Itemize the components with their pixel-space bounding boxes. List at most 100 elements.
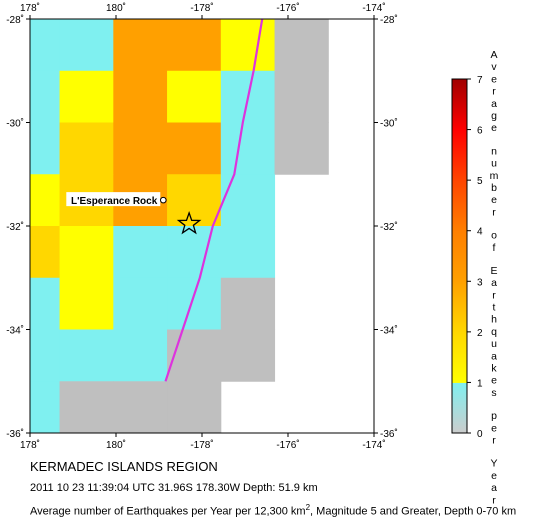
legend-title-char: a <box>491 350 497 362</box>
grid-cell <box>113 19 168 72</box>
trench-line <box>164 18 264 382</box>
legend-title-char: o <box>491 230 497 242</box>
legend-title-char: e <box>491 470 497 482</box>
lat-label-left: -28˚ <box>6 14 24 26</box>
map-footnote: Average number of Earthquakes per Year p… <box>30 503 516 518</box>
legend-band <box>452 230 467 282</box>
legend-title-char: u <box>491 158 497 170</box>
legend-title-char: h <box>491 314 497 326</box>
legend-band <box>452 331 467 383</box>
lat-label-right: -36˚ <box>380 428 398 440</box>
grid-cell <box>220 329 276 382</box>
legend-title-char: E <box>490 265 497 277</box>
legend-tick-label: 5 <box>477 176 483 187</box>
lon-label-bottom: -178˚ <box>190 439 213 451</box>
legend-tick-label: 3 <box>477 277 483 288</box>
legend-title-char: k <box>491 363 497 375</box>
grid-cell <box>167 329 222 382</box>
grid-cell <box>274 70 329 123</box>
legend-title-char: a <box>491 277 497 289</box>
lat-label-left: -30˚ <box>6 118 24 130</box>
legend-band <box>452 382 467 434</box>
legend-title-char: e <box>491 194 497 206</box>
legend-title-char: r <box>492 494 496 506</box>
frame-mask-right <box>374 0 404 460</box>
legend-band <box>452 129 467 181</box>
grid-cell <box>59 70 114 123</box>
footnote-superscript: 2 <box>305 503 311 512</box>
legend-tick-label: 7 <box>477 75 483 86</box>
map-symbols: L'Esperance Rock <box>66 192 202 235</box>
lon-label-bottom: -174˚ <box>362 439 385 451</box>
legend-band <box>452 79 467 131</box>
grid-cell <box>59 381 114 434</box>
grid-cell <box>220 226 276 279</box>
grid-cell <box>59 226 114 279</box>
lat-label-left: -32˚ <box>6 221 24 233</box>
legend-tick-label: 1 <box>477 378 483 389</box>
legend-title-char: m <box>490 170 499 182</box>
landmark-label: L'Esperance Rock <box>71 196 158 207</box>
legend-title-char: e <box>491 422 497 434</box>
footnote-text-end: , Magnitude 5 and Greater, Depth 0-70 km <box>310 505 517 518</box>
grid-cell <box>167 70 222 123</box>
legend-title-char: n <box>491 145 497 157</box>
grid-cell <box>113 226 168 279</box>
footnote-text: Average number of Earthquakes per Year p… <box>30 505 306 518</box>
lon-label-top: 180˚ <box>106 2 126 14</box>
legend-title-char: u <box>491 338 497 350</box>
lon-label-top: 178˚ <box>20 2 40 14</box>
axis-ticks: 178˚ 178˚ 180˚ 180˚ -178˚ -178˚ -176˚ -176˚ -174… <box>6 2 398 451</box>
legend-title-char: r <box>492 86 496 98</box>
grid-cell <box>113 381 168 434</box>
lat-label-left: -36˚ <box>6 428 24 440</box>
legend-title-char: a <box>491 482 497 494</box>
legend-title-char: t <box>493 302 496 314</box>
landmark-label-background <box>66 192 161 207</box>
legend-tick-label: 2 <box>477 328 483 339</box>
legend-title-char: A <box>490 49 497 61</box>
legend-tick-label: 6 <box>477 126 483 137</box>
circle-icon <box>160 196 167 204</box>
lat-label-right: -30˚ <box>380 118 398 130</box>
lon-label-top: -176˚ <box>276 2 299 14</box>
grid-cell <box>113 122 168 175</box>
legend-band <box>452 180 467 232</box>
grid-cell <box>59 19 114 72</box>
legend-title-char: a <box>491 98 497 110</box>
frame-mask-left <box>0 0 30 460</box>
grid-cell <box>113 277 168 330</box>
legend-title-char: r <box>492 206 496 218</box>
legend-tick-label: 4 <box>477 227 483 238</box>
grid-cell <box>167 381 222 434</box>
legend-title-char: e <box>491 375 497 387</box>
star-icon <box>176 210 202 235</box>
legend-title-char: Y <box>490 458 497 470</box>
grid-cell <box>220 122 276 175</box>
grid-cell <box>274 122 329 175</box>
legend-title-char: f <box>493 242 496 254</box>
lat-label-right: -28˚ <box>380 14 398 26</box>
legend-title-char: r <box>492 289 496 301</box>
lat-label-right: -34˚ <box>380 325 398 337</box>
grid-cell <box>113 70 168 123</box>
legend-band <box>452 281 467 333</box>
grid-cell <box>59 122 114 175</box>
legend-title-char: e <box>491 122 497 134</box>
grid-cell <box>113 329 168 382</box>
lon-label-bottom: -176˚ <box>276 439 299 451</box>
legend-title-char: s <box>491 387 496 399</box>
lon-label-top: -174˚ <box>362 2 385 14</box>
grid-cell <box>167 174 222 227</box>
grid-cell <box>274 19 329 72</box>
legend-title-char: b <box>491 182 497 194</box>
grid-cell <box>59 277 114 330</box>
legend-title-char: e <box>491 73 497 85</box>
grid-cell <box>167 226 222 279</box>
grid-cell <box>167 122 222 175</box>
color-legend: 01234567AveragenumberofEarthquakesperYea… <box>451 49 499 506</box>
lat-label-left: -34˚ <box>6 325 24 337</box>
legend-tick-label: 0 <box>477 429 483 440</box>
grid-cell <box>220 174 276 227</box>
